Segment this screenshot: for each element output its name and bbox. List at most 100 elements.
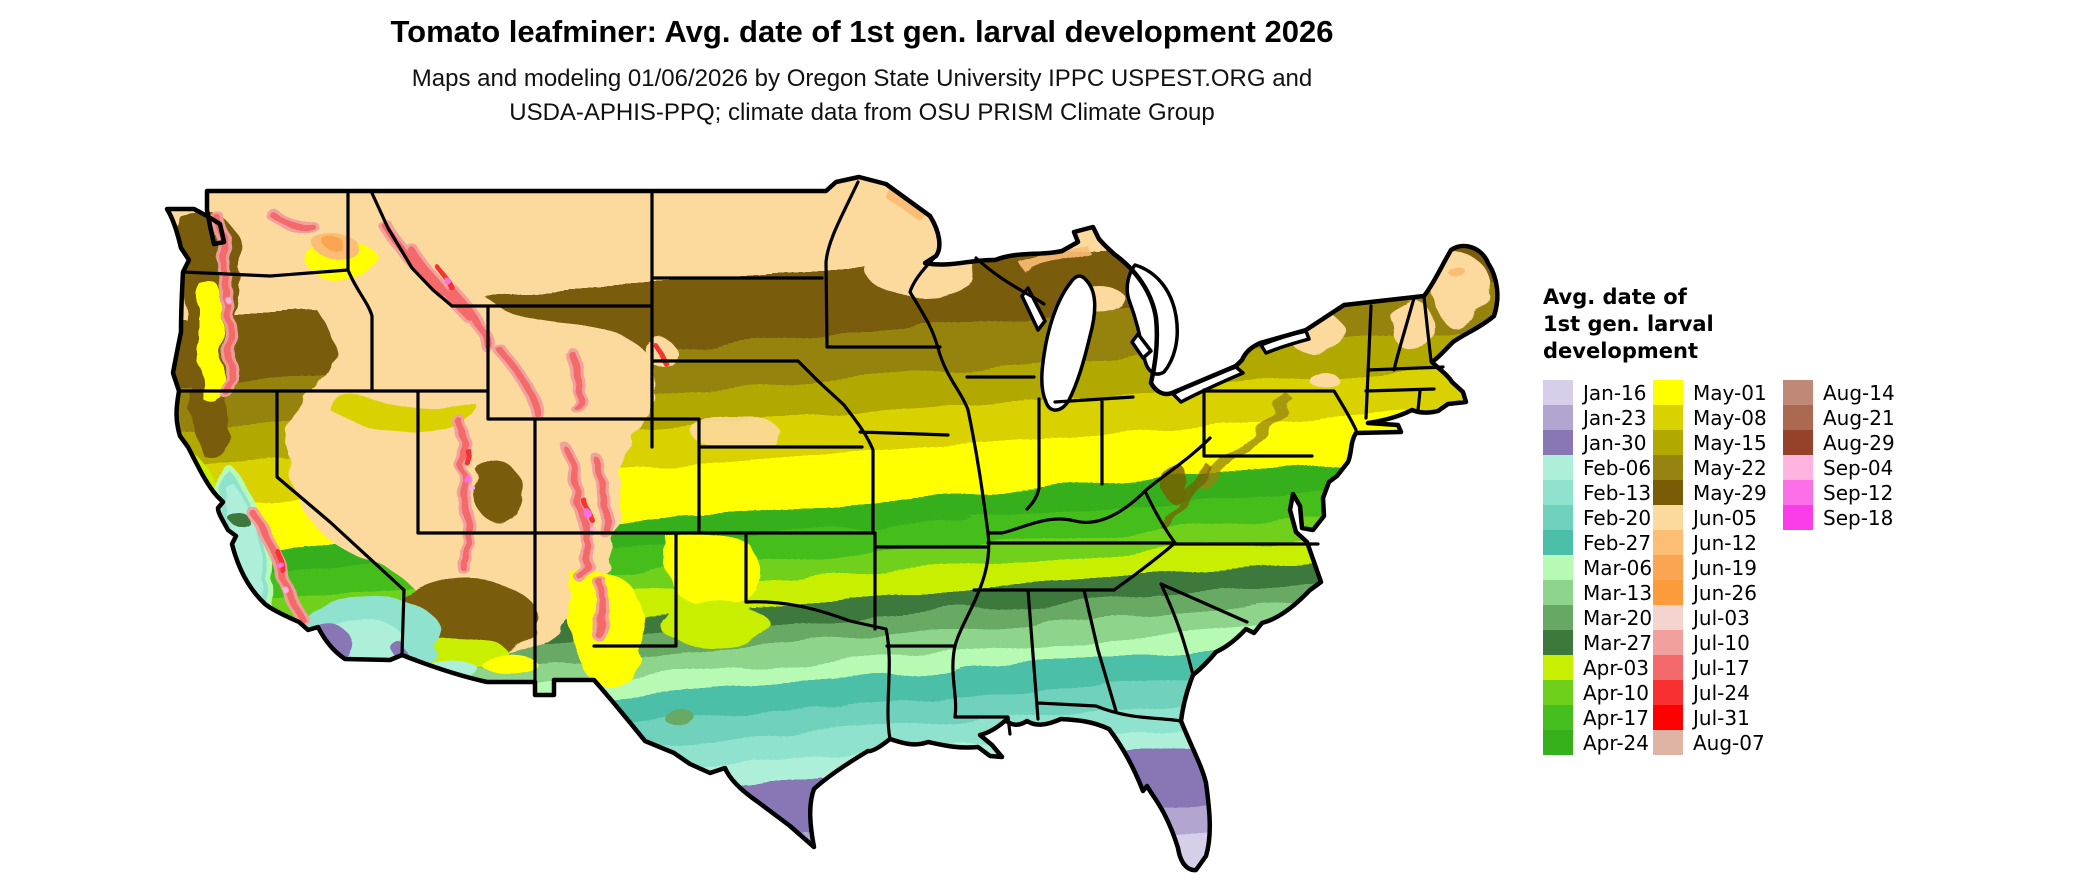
legend-swatch [1653,380,1683,405]
legend-swatch [1543,555,1573,580]
legend-label: Jan-16 [1583,380,1647,405]
legend-swatch [1543,480,1573,505]
legend-label: Mar-06 [1583,555,1653,580]
legend-swatch [1653,680,1683,705]
region-wv-highlands [1163,464,1189,504]
legend-item: Jan-23 [1543,405,1653,430]
legend-item: May-15 [1653,430,1783,455]
region-az-transition-2 [482,656,538,674]
legend-swatch [1543,580,1573,605]
legend-label: Sep-18 [1823,505,1894,530]
region-catskills [1308,369,1336,387]
legend-label: Jul-31 [1693,705,1750,730]
legend-label: Apr-03 [1583,655,1649,680]
region-maine-north-fleck [1446,265,1464,275]
legend-label: Feb-13 [1583,480,1652,505]
legend-label: Mar-27 [1583,630,1653,655]
legend: Avg. date of 1st gen. larval development… [1543,284,2099,755]
legend-item: Jan-30 [1543,430,1653,455]
legend-label: Jun-19 [1693,555,1757,580]
legend-item: Jul-31 [1653,705,1783,730]
legend-label: Jun-05 [1693,505,1757,530]
legend-label: Aug-14 [1823,380,1895,405]
legend-item: Jun-26 [1653,580,1783,605]
legend-columns: Jan-16 Jan-23 Jan-30 Feb-06 Feb-13 Feb-20 Feb-… [1543,380,2099,755]
legend-item: Jul-24 [1653,680,1783,705]
legend-label: May-29 [1693,480,1767,505]
legend-label: Mar-20 [1583,605,1653,630]
legend-swatch [1543,530,1573,555]
legend-item: Mar-27 [1543,630,1653,655]
legend-label: Feb-27 [1583,530,1652,555]
legend-item: Feb-20 [1543,505,1653,530]
legend-item: May-08 [1653,405,1783,430]
legend-label: Jul-03 [1693,605,1750,630]
legend-swatch [1783,430,1813,455]
legend-item: May-22 [1653,455,1783,480]
region-columbia-basin-core [322,236,342,248]
legend-label: Apr-10 [1583,680,1649,705]
region-mn-arrowhead-fringe [885,190,924,219]
region-sf-bay-hills [228,512,248,524]
legend-swatch [1783,405,1813,430]
legend-swatch [1543,605,1573,630]
legend-item: Jun-12 [1653,530,1783,555]
legend-label: Jul-24 [1693,680,1750,705]
region-up-north-shore [1018,244,1089,269]
legend-column: May-01 May-08 May-15 May-22 May-29 Jun-05 Jun-… [1653,380,1783,755]
legend-item: Aug-07 [1653,730,1783,755]
page-title: Tomato leafminer: Avg. date of 1st gen. … [390,14,1334,49]
legend-swatch [1543,630,1573,655]
legend-swatch [1543,380,1573,405]
title-block: Tomato leafminer: Avg. date of 1st gen. … [0,0,1724,130]
legend-item: Sep-04 [1783,455,1895,480]
region-snake-river-plain [332,393,477,432]
legend-label: May-22 [1693,455,1767,480]
region-intermountain-west [288,201,656,656]
legend-column: Aug-14 Aug-21 Aug-29 Sep-04 Sep-12 Sep-18 [1783,380,1895,755]
legend-item: Feb-13 [1543,480,1653,505]
legend-label: Jan-23 [1583,405,1647,430]
legend-item: Aug-29 [1783,430,1895,455]
legend-swatch [1653,430,1683,455]
legend-swatch [1653,705,1683,730]
legend-item: Jun-05 [1653,505,1783,530]
legend-item: Jul-17 [1653,655,1783,680]
legend-label: Apr-24 [1583,730,1649,755]
legend-label: May-15 [1693,430,1767,455]
legend-item: Jul-03 [1653,605,1783,630]
saginaw-bay [1130,332,1153,360]
legend-title: Avg. date of 1st gen. larval development [1543,285,1714,363]
legend-item: Jun-19 [1653,555,1783,580]
legend-swatch [1653,530,1683,555]
state-borders [177,180,1445,741]
legend-item: Mar-20 [1543,605,1653,630]
legend-swatch [1653,480,1683,505]
region-utah-high-plateau [474,462,522,522]
lake-michigan [1040,274,1097,412]
legend-swatch [1783,505,1813,530]
legend-label: Aug-21 [1823,405,1895,430]
legend-item: Sep-12 [1783,480,1895,505]
legend-swatch [1653,555,1683,580]
legend-item: May-29 [1653,480,1783,505]
legend-item: Jul-10 [1653,630,1783,655]
legend-swatch [1543,680,1573,705]
legend-label: Mar-13 [1583,580,1653,605]
legend-label: Jun-26 [1693,580,1757,605]
legend-item: Apr-10 [1543,680,1653,705]
region-tx-panhandle-south [660,603,770,647]
legend-item: Aug-21 [1783,405,1895,430]
legend-label: Aug-07 [1693,730,1765,755]
legend-swatch [1543,505,1573,530]
mountain-peaks-pink [225,297,595,593]
region-appalachian-ridge-1 [1198,394,1296,492]
legend-swatch [1653,630,1683,655]
legend-swatch [1543,430,1573,455]
legend-label: Jan-30 [1583,430,1647,455]
legend-label: Feb-06 [1583,455,1652,480]
legend-label: Jun-12 [1693,530,1757,555]
legend-item: Feb-06 [1543,455,1653,480]
subtitle: Maps and modeling 01/06/2026 by Oregon S… [0,62,1724,130]
legend-swatch [1653,455,1683,480]
